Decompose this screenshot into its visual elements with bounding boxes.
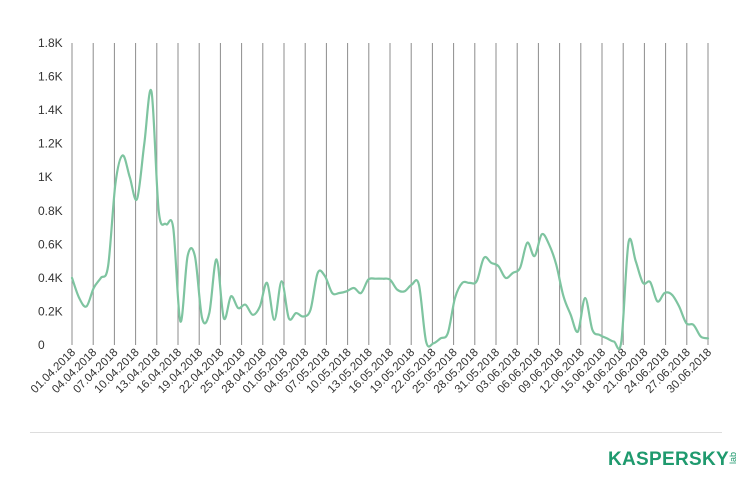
y-tick-label: 0.8K: [38, 204, 63, 218]
series-line: [70, 88, 710, 351]
vertical-gridlines: [71, 43, 709, 345]
y-tick-label: 0.6K: [38, 237, 63, 251]
y-tick-label: 0.4K: [38, 271, 63, 285]
y-axis-ticks: 0 0.2K 0.4K 0.6K 0.8K 1K 1.2K 1.4K 1.6K 1.8K: [38, 36, 63, 352]
y-tick-label: 1.2K: [38, 137, 63, 151]
y-tick-label: 1.4K: [38, 103, 63, 117]
logo-sub-text: lab: [727, 451, 738, 465]
y-tick-label: 1K: [38, 170, 53, 184]
y-tick-label: 0: [38, 338, 45, 352]
y-tick-label: 1.8K: [38, 36, 63, 50]
y-tick-label: 0.2K: [38, 304, 63, 318]
x-axis-ticks: 01.04.201804.04.201807.04.201810.04.2018…: [29, 347, 714, 396]
kaspersky-lab-logo: KASPERSKYlab: [608, 449, 741, 471]
logo-main-text: KASPERSKY: [608, 449, 729, 470]
y-tick-label: 1.6K: [38, 70, 63, 84]
footer-divider: [30, 432, 722, 433]
